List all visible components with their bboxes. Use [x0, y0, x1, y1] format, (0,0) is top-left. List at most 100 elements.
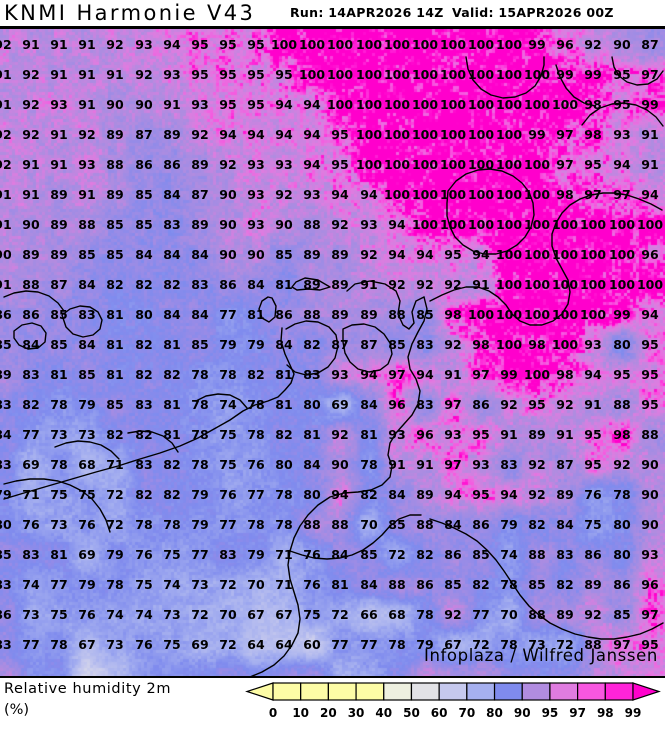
grid-value: 75 — [219, 427, 237, 442]
map-panel[interactable]: 9291919192939495959510010010010010010010… — [0, 26, 665, 678]
grid-value: 91 — [641, 127, 659, 142]
grid-value: 83 — [0, 577, 12, 592]
grid-value: 100 — [495, 37, 523, 52]
grid-value: 67 — [78, 637, 96, 652]
grid-value: 98 — [444, 307, 462, 322]
grid-value: 100 — [355, 157, 383, 172]
grid-value: 83 — [556, 547, 574, 562]
grid-value: 93 — [388, 427, 406, 442]
grid-value: 94 — [303, 97, 321, 112]
grid-value: 77 — [219, 307, 237, 322]
grid-value: 86 — [472, 517, 490, 532]
grid-value: 100 — [298, 67, 326, 82]
grid-value: 91 — [472, 277, 490, 292]
grid-value: 85 — [78, 367, 96, 382]
grid-value: 84 — [247, 277, 265, 292]
grid-value: 100 — [355, 127, 383, 142]
grid-value: 94 — [472, 247, 490, 262]
grid-value: 75 — [135, 577, 153, 592]
grid-value: 85 — [106, 217, 124, 232]
grid-value: 70 — [360, 517, 378, 532]
grid-value: 100 — [355, 97, 383, 112]
grid-value: 100 — [495, 187, 523, 202]
grid-value: 100 — [326, 67, 354, 82]
grid-value: 92 — [613, 457, 631, 472]
grid-value: 100 — [439, 97, 467, 112]
grid-value: 100 — [495, 247, 523, 262]
grid-value: 83 — [416, 337, 434, 352]
grid-value: 97 — [388, 367, 406, 382]
grid-value: 100 — [523, 367, 551, 382]
grid-value: 92 — [135, 67, 153, 82]
grid-value: 85 — [135, 217, 153, 232]
grid-value: 85 — [50, 307, 68, 322]
grid-value: 78 — [191, 367, 209, 382]
grid-value: 94 — [360, 187, 378, 202]
grid-value: 92 — [0, 37, 12, 52]
grid-value: 89 — [416, 487, 434, 502]
grid-value: 82 — [360, 487, 378, 502]
grid-value: 93 — [163, 67, 181, 82]
grid-value: 100 — [439, 37, 467, 52]
grid-value: 76 — [78, 607, 96, 622]
grid-value: 77 — [331, 637, 349, 652]
grid-value: 89 — [528, 427, 546, 442]
grid-value: 78 — [191, 427, 209, 442]
grid-value: 92 — [388, 277, 406, 292]
grid-value: 95 — [641, 637, 659, 652]
grid-value: 95 — [613, 97, 631, 112]
grid-value: 95 — [584, 157, 602, 172]
grid-value: 90 — [219, 247, 237, 262]
grid-value: 95 — [528, 397, 546, 412]
header-bar: KNMI Harmonie V43 Run: 14APR2026 14Z Val… — [0, 0, 665, 26]
colorbar-tick: 40 — [375, 706, 393, 720]
grid-value: 90 — [219, 217, 237, 232]
grid-value: 100 — [523, 247, 551, 262]
grid-value: 84 — [163, 307, 181, 322]
grid-value: 82 — [22, 397, 40, 412]
grid-value: 88 — [388, 577, 406, 592]
grid-value: 76 — [78, 517, 96, 532]
grid-value: 93 — [247, 217, 265, 232]
grid-value: 83 — [219, 547, 237, 562]
grid-value: 92 — [331, 217, 349, 232]
grid-value: 89 — [50, 217, 68, 232]
grid-value: 99 — [528, 127, 546, 142]
grid-value: 80 — [613, 337, 631, 352]
colorbar-tick: 70 — [458, 706, 476, 720]
grid-value: 77 — [360, 637, 378, 652]
grid-value: 85 — [528, 577, 546, 592]
grid-value: 85 — [416, 307, 434, 322]
grid-value: 79 — [78, 577, 96, 592]
grid-value: 85 — [50, 337, 68, 352]
grid-value: 73 — [528, 637, 546, 652]
grid-value: 100 — [411, 127, 439, 142]
grid-value: 93 — [50, 97, 68, 112]
colorbar-tick: 30 — [347, 706, 365, 720]
grid-value: 100 — [523, 217, 551, 232]
grid-value: 99 — [528, 37, 546, 52]
grid-value: 84 — [0, 427, 12, 442]
grid-value: 84 — [360, 577, 378, 592]
grid-value: 84 — [331, 547, 349, 562]
grid-value: 91 — [50, 157, 68, 172]
grid-value: 95 — [275, 67, 293, 82]
grid-value: 82 — [135, 427, 153, 442]
grid-value: 100 — [467, 157, 495, 172]
grid-value: 73 — [106, 637, 124, 652]
grid-value: 78 — [613, 487, 631, 502]
grid-value: 76 — [135, 637, 153, 652]
grid-value: 81 — [163, 397, 181, 412]
grid-value: 89 — [50, 187, 68, 202]
grid-value: 90 — [613, 37, 631, 52]
grid-value: 91 — [78, 37, 96, 52]
grid-value: 98 — [584, 127, 602, 142]
grid-value: 82 — [303, 337, 321, 352]
grid-value: 72 — [331, 607, 349, 622]
grid-value: 87 — [641, 37, 659, 52]
grid-value: 100 — [523, 157, 551, 172]
grid-value: 100 — [439, 217, 467, 232]
grid-value: 100 — [270, 37, 298, 52]
grid-value: 100 — [523, 277, 551, 292]
grid-value: 93 — [444, 427, 462, 442]
